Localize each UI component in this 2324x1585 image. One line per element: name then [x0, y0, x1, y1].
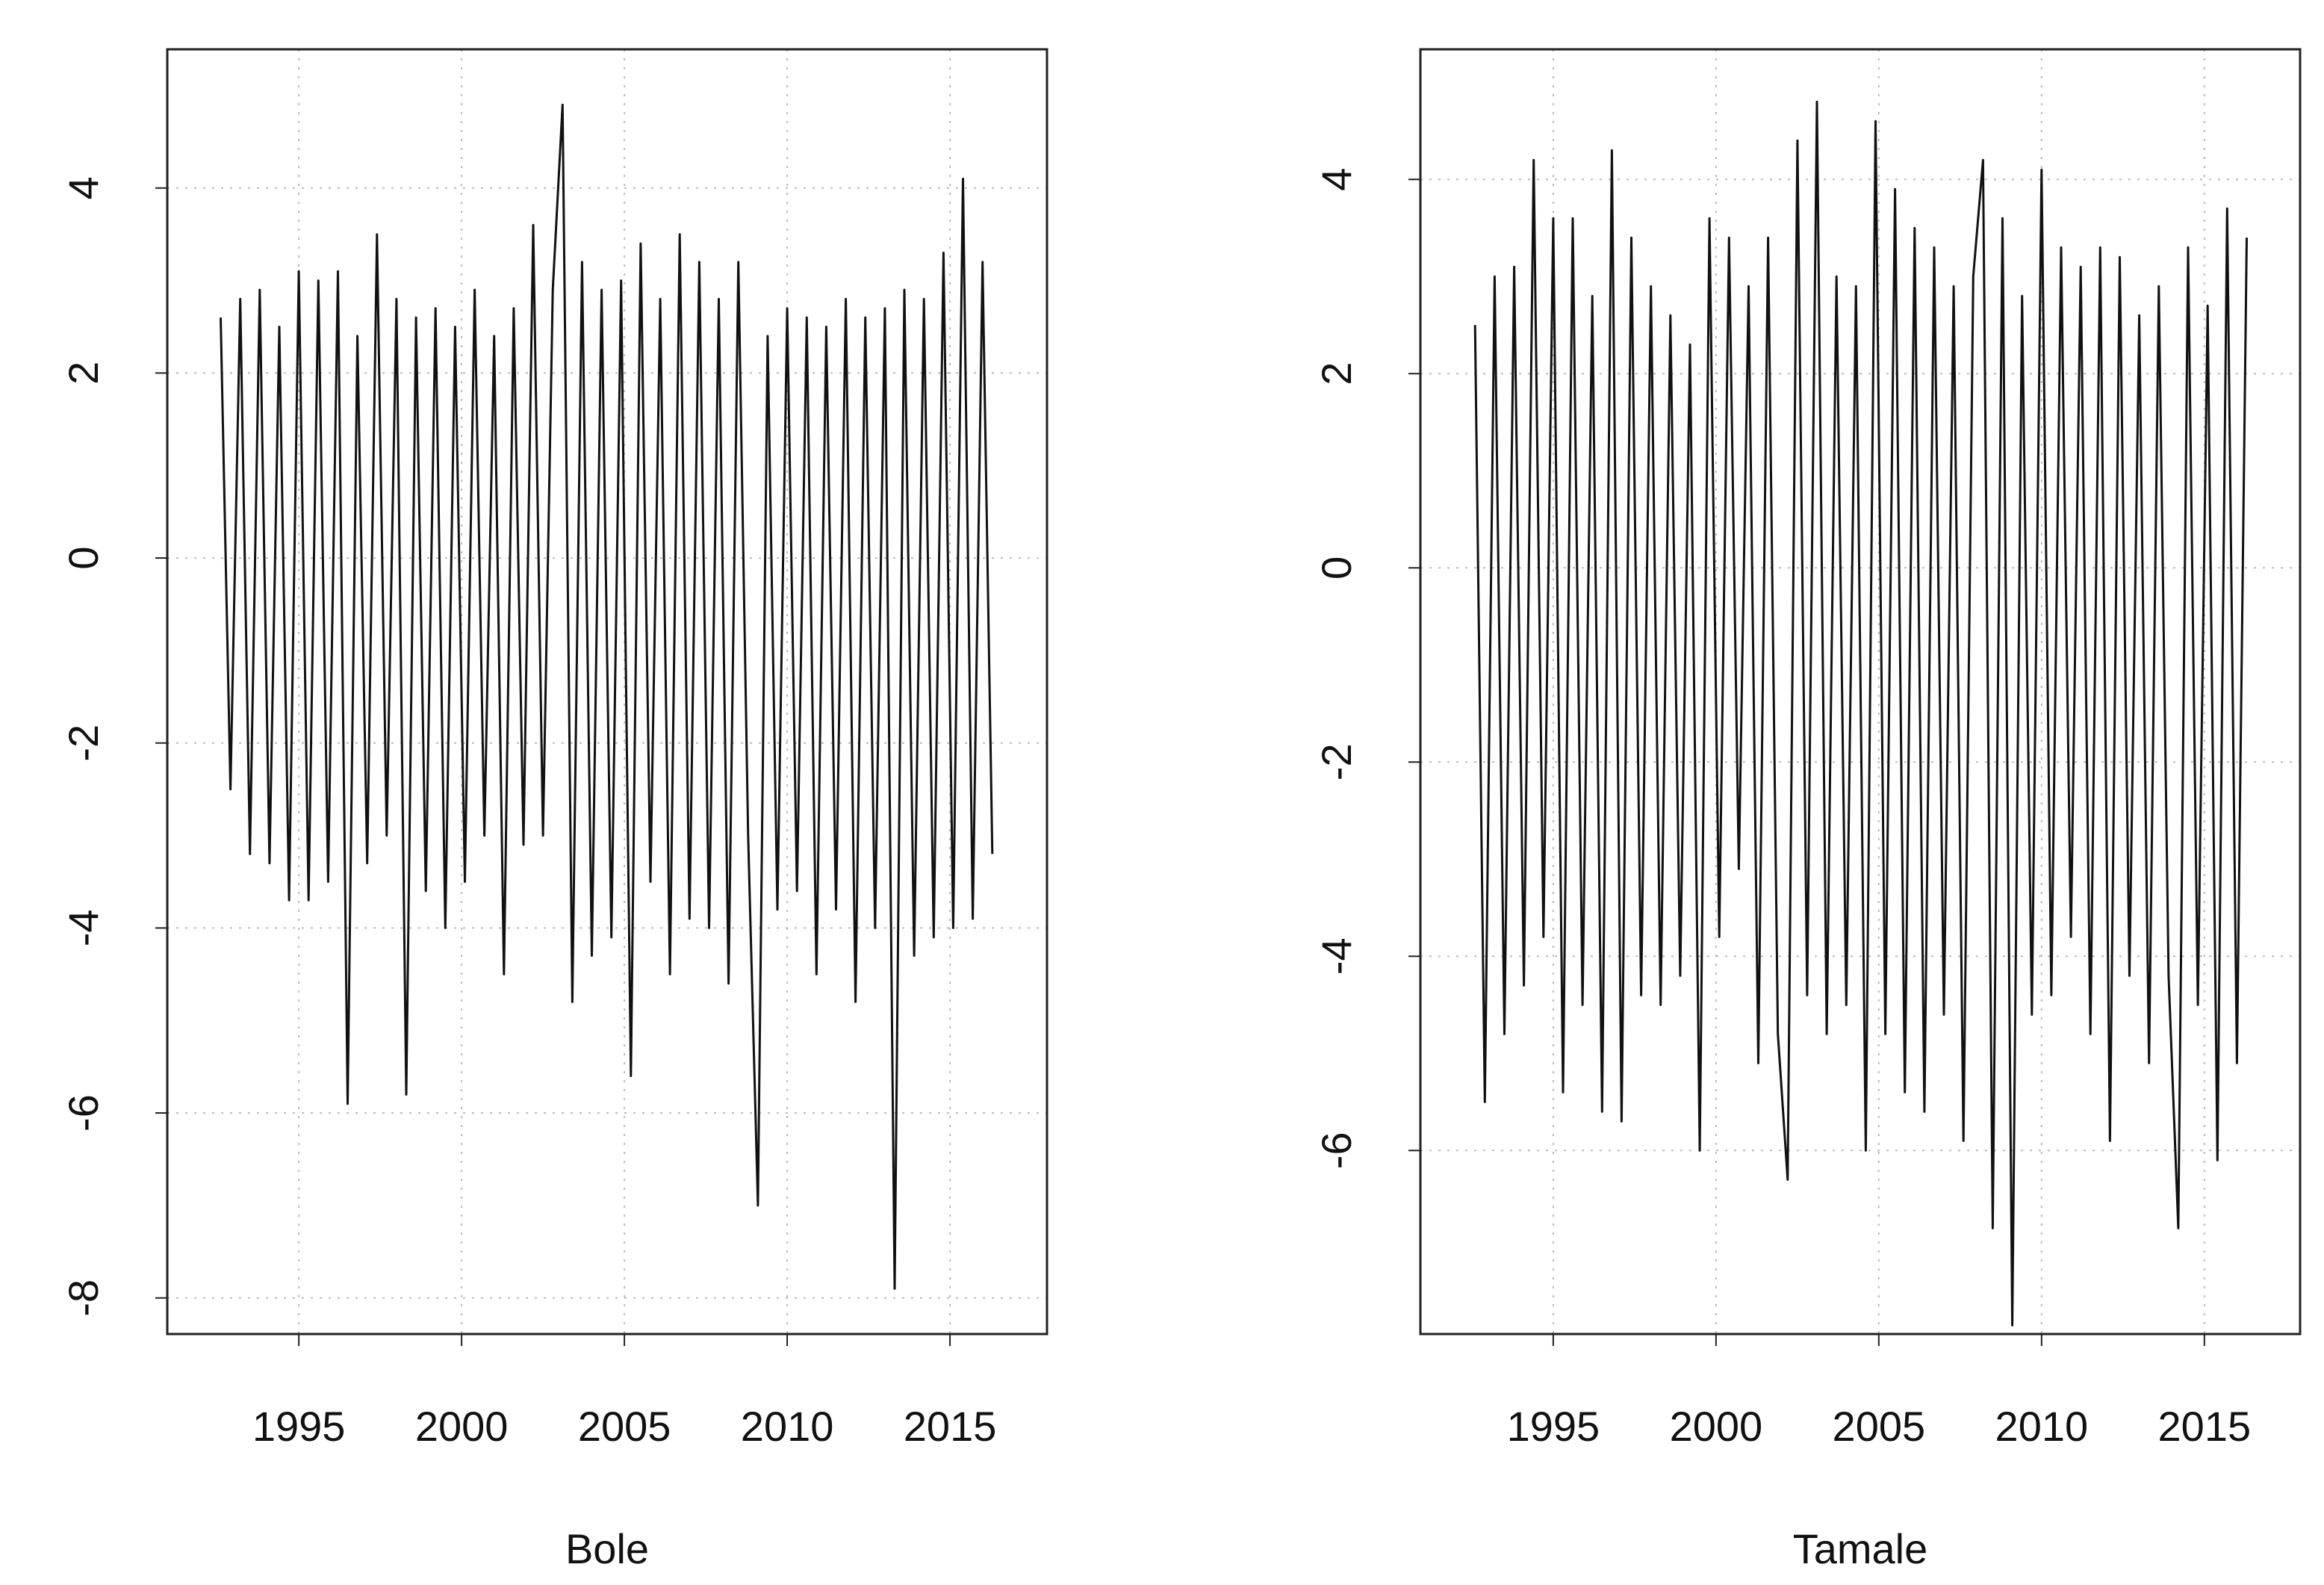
y-tick-label: 4	[1313, 168, 1360, 191]
y-tick-label: 2	[60, 362, 107, 385]
y-tick-label: -4	[1313, 937, 1360, 975]
x-axis-label: Tamale	[1793, 1525, 1928, 1572]
x-tick-label: 2005	[578, 1403, 671, 1450]
data-line	[1473, 100, 2248, 1327]
y-tick-label: 4	[60, 176, 107, 199]
x-tick-label: 1995	[252, 1403, 346, 1450]
x-tick-label: 2000	[415, 1403, 509, 1450]
plot-frame	[1419, 48, 2302, 1336]
x-tick-label: 2015	[904, 1403, 997, 1450]
x-tick-label: 2010	[741, 1403, 834, 1450]
y-tick-label: 2	[1313, 362, 1360, 385]
y-tick-label: -2	[1313, 743, 1360, 781]
plot-frame	[166, 48, 1048, 1336]
y-tick-label: 0	[60, 546, 107, 569]
y-tick-label: -2	[60, 725, 107, 762]
x-tick-label: 1995	[1507, 1403, 1600, 1450]
x-tick-label: 2000	[1670, 1403, 1763, 1450]
x-tick-label: 2010	[1995, 1403, 2089, 1450]
y-tick-label: -8	[60, 1280, 107, 1317]
x-tick-label: 2005	[1833, 1403, 1926, 1450]
y-tick-label: -6	[1313, 1132, 1360, 1169]
x-axis-label: Bole	[565, 1525, 649, 1572]
y-tick-label: -6	[60, 1094, 107, 1132]
y-tick-label: 0	[1313, 556, 1360, 580]
y-tick-label: -4	[60, 909, 107, 946]
data-line	[220, 103, 994, 1290]
x-tick-label: 2015	[2158, 1403, 2252, 1450]
